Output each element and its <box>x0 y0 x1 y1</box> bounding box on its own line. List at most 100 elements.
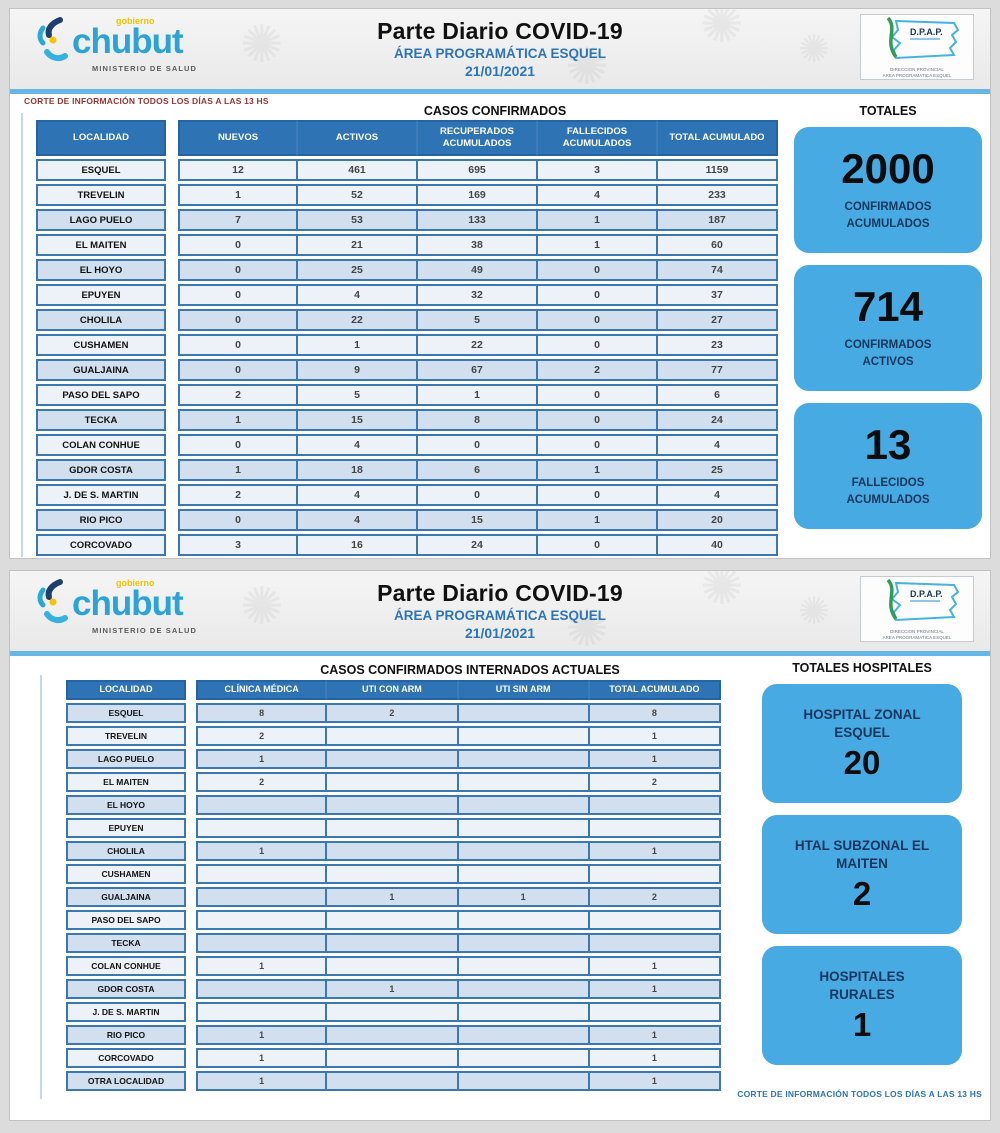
value-cell: 1 <box>178 184 298 206</box>
hospitalized-tables: LOCALIDAD ESQUEL TREVELIN LAGO PUELO EL MAIT… <box>66 677 721 1094</box>
table-row: CHOLILA <box>66 841 186 861</box>
value-cell: 24 <box>658 409 778 431</box>
value-cell: 38 <box>418 234 538 256</box>
table-row: COLAN CONHUE <box>66 956 186 976</box>
table-row: 3 16 24 0 40 <box>178 534 778 556</box>
table-row: CHOLILA <box>36 309 166 331</box>
section-title: CASOS CONFIRMADOS <box>423 104 567 118</box>
total-box: HOSPITALES RURALES 1 <box>762 946 962 1065</box>
locality-cell: GDOR COSTA <box>36 459 166 481</box>
value-cell: 187 <box>658 209 778 231</box>
totals-boxes: HOSPITAL ZONAL ESQUEL 20 HTAL SUBZONAL EL … <box>762 684 962 1065</box>
value-cell <box>458 864 590 884</box>
value-cell: 74 <box>658 259 778 281</box>
value-cell: 7 <box>178 209 298 231</box>
value-cell <box>458 1071 590 1091</box>
section-title: CASOS CONFIRMADOS INTERNADOS ACTUALES <box>320 663 620 677</box>
dpap-caption: DIRECCION PROVINCIAL AREA PROGRAMATICA E… <box>882 629 952 641</box>
value-cell <box>458 749 590 769</box>
chubut-logo: chubut gobierno MINISTERIO DE SALUD <box>36 577 246 635</box>
locality-cell: TECKA <box>36 409 166 431</box>
value-cell: 1 <box>589 1025 721 1045</box>
value-cell: 4 <box>658 484 778 506</box>
table-row: EL MAITEN <box>66 772 186 792</box>
value-cell: 2 <box>538 359 658 381</box>
report-title-block: Parte Diario COVID-19 ÁREA PROGRAMÁTICA … <box>260 579 740 642</box>
value-cell: 20 <box>658 509 778 531</box>
value-cell <box>196 864 328 884</box>
value-cell: 0 <box>178 434 298 456</box>
total-box: HOSPITAL ZONAL ESQUEL 20 <box>762 684 962 803</box>
value-cell: 3 <box>178 534 298 556</box>
value-cell: 4 <box>298 509 418 531</box>
locality-cell: EL MAITEN <box>66 772 186 792</box>
value-cell <box>458 841 590 861</box>
value-cell: 1 <box>458 887 590 907</box>
table-row <box>196 933 721 953</box>
chubut-logo: chubut gobierno MINISTERIO DE SALUD <box>36 15 246 73</box>
value-cell: 0 <box>418 434 538 456</box>
value-cell <box>458 1025 590 1045</box>
value-cell: 169 <box>418 184 538 206</box>
value-cell: 1 <box>589 979 721 999</box>
report-date: 21/01/2021 <box>464 62 536 79</box>
locality-cell: CUSHAMEN <box>36 334 166 356</box>
ministry-label: MINISTERIO DE SALUD <box>92 626 198 635</box>
value-cell: 0 <box>538 434 658 456</box>
value-cell: 0 <box>538 484 658 506</box>
value-cell: 695 <box>418 159 538 181</box>
table-row: CUSHAMEN <box>36 334 166 356</box>
value-cell: 3 <box>538 159 658 181</box>
confirmed-cases-tables: LOCALIDAD ESQUEL TREVELIN LAGO PUELO EL MAIT… <box>36 117 778 558</box>
value-cell: 233 <box>658 184 778 206</box>
value-cell: 0 <box>538 384 658 406</box>
value-cell <box>327 749 459 769</box>
column-header: TOTAL ACUMULADO <box>658 120 778 156</box>
value-cell: 1 <box>538 509 658 531</box>
column-header-localidad: LOCALIDAD <box>36 120 166 156</box>
locality-cell: RIO PICO <box>66 1025 186 1045</box>
value-cell <box>196 933 328 953</box>
value-cell: 2 <box>589 887 721 907</box>
value-cell <box>327 726 459 746</box>
table-row: 0 25 49 0 74 <box>178 259 778 281</box>
hospitalized-table: CLÍNICA MÉDICA UTI CON ARM UTI SIN ARM TOTA… <box>196 677 721 1094</box>
value-cell <box>589 933 721 953</box>
locality-cell: COLAN CONHUE <box>66 956 186 976</box>
table-row: PASO DEL SAPO <box>36 384 166 406</box>
locality-cell: GUALJAINA <box>66 887 186 907</box>
locality-cell: ESQUEL <box>66 703 186 723</box>
value-cell: 1 <box>589 1048 721 1068</box>
table-row: LAGO PUELO <box>36 209 166 231</box>
locality-cell: EL HOYO <box>36 259 166 281</box>
report-date: 21/01/2021 <box>464 624 536 641</box>
table-row: 0 22 5 0 27 <box>178 309 778 331</box>
value-cell <box>458 1048 590 1068</box>
value-cell: 8 <box>196 703 328 723</box>
table-row: RIO PICO <box>36 509 166 531</box>
table-row: GUALJAINA <box>66 887 186 907</box>
table-row: 7 53 133 1 187 <box>178 209 778 231</box>
table-row <box>196 1002 721 1022</box>
table-row: TECKA <box>36 409 166 431</box>
table-row: CORCOVADO <box>36 534 166 556</box>
hospital-totals-panel: TOTALES HOSPITALES HOSPITAL ZONAL ESQUEL… <box>762 661 962 1077</box>
value-cell: 2 <box>196 772 328 792</box>
svg-text:chubut: chubut <box>72 584 184 623</box>
value-cell: 49 <box>418 259 538 281</box>
report-subtitle: ÁREA PROGRAMÁTICA ESQUEL <box>393 45 606 61</box>
value-cell <box>327 1002 459 1022</box>
locality-cell: GDOR COSTA <box>66 979 186 999</box>
table-row: 0 9 67 2 77 <box>178 359 778 381</box>
total-box: 2000 CONFIRMADOS ACUMULADOS <box>794 127 982 253</box>
table-row: 1 18 6 1 25 <box>178 459 778 481</box>
value-cell <box>327 933 459 953</box>
report-title-block: Parte Diario COVID-19 ÁREA PROGRAMÁTICA … <box>260 17 740 80</box>
value-cell <box>196 910 328 930</box>
value-cell: 2 <box>178 484 298 506</box>
